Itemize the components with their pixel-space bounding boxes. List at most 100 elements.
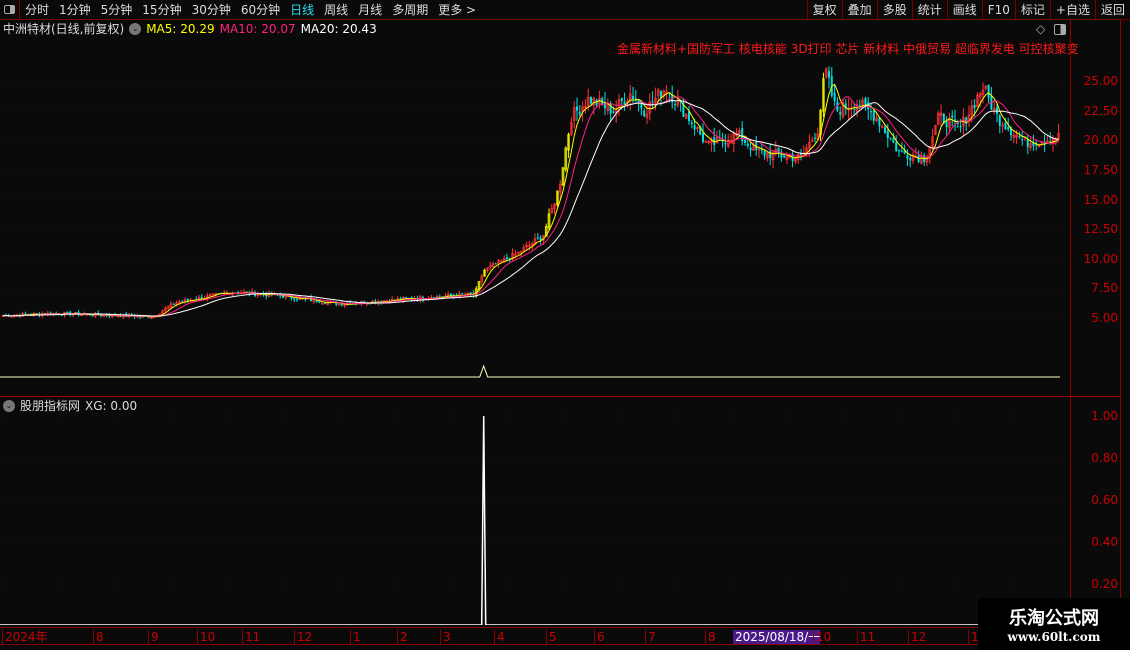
candle [643,110,646,117]
candle [567,134,570,151]
candle [886,130,889,138]
watermark: 乐淘公式网 www.60lt.com [978,598,1130,650]
candle [870,111,872,113]
toolbar-button[interactable]: 标记 [1014,0,1050,20]
chevron-down-icon[interactable]: ⌄ [3,400,15,412]
candle [494,263,497,265]
candle [744,140,746,143]
candle [620,97,623,102]
candle [898,150,900,152]
stock-title: 中洲特材(日线,前复权) [3,22,125,36]
candle [676,99,680,106]
candle [872,110,875,121]
period-tab[interactable]: 周线 [324,2,349,17]
candle [660,91,662,99]
period-tab[interactable]: 30分钟 [191,2,231,17]
candle [438,296,441,298]
candle [828,71,830,78]
period-tab[interactable]: 多周期 [392,2,429,17]
candle [508,258,511,260]
candle [200,297,203,300]
candle [783,155,786,158]
indicator-tick-label: 0.40 [1091,535,1118,549]
candle [749,147,752,151]
candle [948,117,951,129]
time-tick-label: 2024年 [2,630,48,644]
candle [939,112,943,117]
candle [1029,143,1032,148]
candle [833,92,836,101]
toolbar-button[interactable]: 画线 [946,0,982,20]
candle [310,297,312,302]
candle [665,91,668,94]
toolbar-button[interactable]: F10 [981,0,1015,20]
candle [237,291,240,294]
panel-separator[interactable] [0,396,1120,397]
period-tab[interactable]: 分时 [25,2,50,17]
candle [326,301,330,305]
candle [500,260,503,263]
signal-line [0,364,1060,378]
time-tick-label: 8 [705,630,716,644]
price-tick-label: 20.00 [1083,133,1118,148]
toolbar-button[interactable]: 复权 [806,0,842,20]
candle [1018,136,1021,138]
candle [810,139,814,142]
toolbar-button[interactable]: 叠加 [841,0,877,20]
candle [324,302,326,304]
candle [405,297,408,299]
xg-line [0,415,1060,625]
toolbar-button[interactable]: +自选 [1049,0,1095,20]
candle [682,102,685,117]
candle [970,105,974,116]
candle [178,301,181,304]
candle [1035,144,1038,146]
candle [696,127,699,130]
time-tick-label: 2 [397,630,408,644]
price-chart[interactable] [0,0,1070,625]
candle [945,121,948,128]
candle [699,126,702,135]
toolbar-button[interactable]: 统计 [911,0,947,20]
candle [570,122,573,135]
candle [769,151,772,159]
candle [486,267,489,271]
candle [998,115,1001,126]
candle [147,316,150,318]
period-tab[interactable]: 更多 > [438,2,477,17]
panel-toggle-icon[interactable] [1054,24,1066,35]
time-tick-label: 5 [546,630,557,644]
ma5-line [2,83,1059,318]
chart-info: 中洲特材(日线,前复权) ⌄ MA5: 20.29 MA10: 20.07 MA… [3,21,377,37]
ma5-label: MA5: 20.29 [146,22,215,36]
candle [1049,141,1052,144]
period-tab[interactable]: 15分钟 [142,2,182,17]
candle [172,304,175,306]
time-tick-label: 2025/08/18/一 [733,630,821,644]
candle [139,316,142,318]
candle [741,128,744,142]
period-tab[interactable]: 日线 [290,2,315,17]
layout-toggle-button[interactable] [0,0,20,20]
candle [1015,134,1018,138]
candle [318,301,321,303]
right-side-panel[interactable] [1120,20,1130,625]
period-tab[interactable]: 1分钟 [59,2,91,17]
toolbar-button[interactable]: 返回 [1094,0,1130,20]
candle [604,102,606,109]
candle [954,119,956,122]
diamond-icon[interactable]: ◇ [1036,22,1046,36]
period-tab[interactable]: 5分钟 [100,2,133,17]
period-tab[interactable]: 月线 [358,2,383,17]
candle [564,147,568,170]
candle [461,293,464,295]
panel-icon [4,5,15,14]
chevron-down-icon[interactable]: ⌄ [129,23,142,35]
candle [584,106,587,108]
period-tab[interactable]: 60分钟 [240,2,281,17]
toolbar-button[interactable]: 多股 [876,0,912,20]
candle [1021,139,1024,141]
candle [497,259,500,264]
ma20-line [2,99,1059,317]
indicator-tick-label: 0.20 [1091,577,1118,591]
